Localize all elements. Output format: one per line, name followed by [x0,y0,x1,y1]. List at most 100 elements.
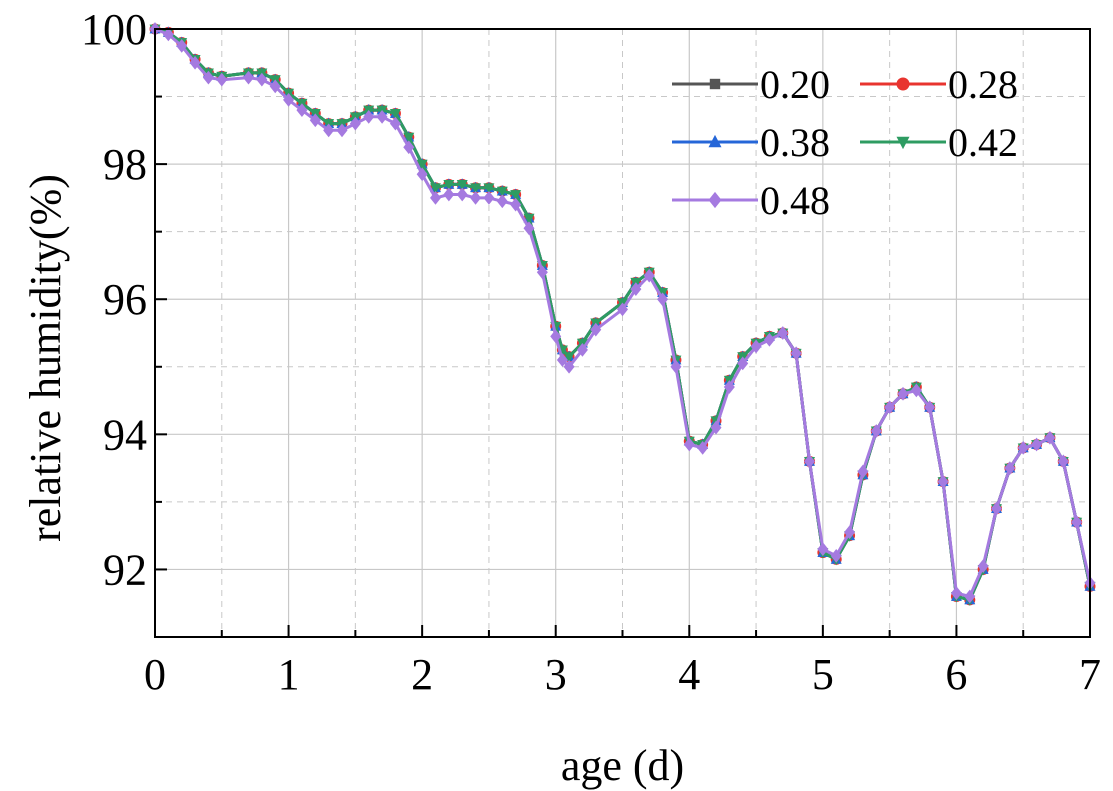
data-point [269,79,281,94]
data-point [710,420,722,435]
data-point [496,186,508,198]
data-point [683,437,695,452]
data-point [884,400,896,415]
tick-labels: 0 1 2 3 4 5 6 7 92 94 96 98 100 [81,5,1101,699]
data-point [708,191,722,209]
data-point [256,72,268,87]
data-point [643,268,655,283]
data-point [844,525,856,540]
data-point [723,380,735,394]
y-tick-label: 96 [103,275,147,324]
data-point [243,70,254,85]
data-point [630,282,642,296]
data-point [162,27,174,42]
data-point [443,187,455,202]
data-point [470,191,482,205]
legend-item: 0.42 [860,120,1018,165]
data-point [430,183,441,194]
data-point [830,549,842,563]
data-point [523,221,535,236]
legend: 0.20 0.28 0.38 0.42 0.48 [672,62,1018,223]
data-point [349,116,361,131]
data-point [563,352,575,363]
data-point [763,332,775,347]
data-point [296,103,308,117]
data-point [283,93,295,107]
legend-label: 0.28 [948,62,1018,107]
legend-label: 0.42 [948,120,1018,165]
x-axis-title: age (d) [561,741,684,790]
y-tick-label: 94 [103,410,147,459]
data-point [708,134,722,148]
data-point [550,329,562,344]
y-tick-label: 92 [103,545,147,594]
data-point [430,191,441,205]
legend-label: 0.48 [760,178,830,223]
data-point [670,359,682,374]
axis-ticks [154,28,1091,638]
data-point [189,55,201,70]
series-line [154,27,1092,598]
data-point [323,123,335,138]
data-point [991,501,1002,516]
legend-item: 0.28 [860,62,1018,107]
data-point [216,72,228,87]
data-point [496,194,508,209]
data-point [416,159,428,171]
data-point [977,559,989,573]
data-point [1071,515,1083,530]
data-point [817,542,829,557]
legend-item: 0.38 [672,120,830,165]
data-point [416,167,428,182]
data-point [750,339,762,354]
legend-label: 0.38 [760,120,830,165]
data-point [483,191,495,205]
data-point [456,187,468,202]
data-point [870,424,882,438]
x-tick-label: 1 [278,650,300,699]
data-point [1017,440,1029,455]
data-point [363,109,375,124]
data-point [1044,430,1056,445]
data-point [403,132,415,144]
data-point [1004,461,1016,475]
legend-label: 0.20 [760,62,830,107]
data-point [790,346,802,361]
data-point [697,440,709,455]
data-point [896,77,910,91]
data-point [536,265,548,280]
series-group [149,22,1096,606]
data-point [563,359,575,374]
data-point [456,179,468,191]
y-tick-label: 98 [103,140,147,189]
data-point [1057,454,1069,469]
data-point [924,400,936,415]
series-0-48 [149,22,1096,604]
data-point [523,213,535,225]
data-point [777,326,789,340]
data-point [376,109,388,124]
x-tick-label: 4 [678,650,700,699]
x-tick-label: 2 [411,650,433,699]
data-point [470,183,482,194]
data-point [483,183,495,194]
data-point [897,386,909,401]
data-point [202,70,214,85]
data-point [617,302,628,317]
legend-item: 0.48 [672,178,830,223]
data-point [910,383,922,398]
data-point [510,190,522,201]
data-point [964,589,976,604]
data-point [709,78,721,90]
y-tick-label: 100 [81,5,147,54]
data-point [896,136,910,150]
data-point [403,140,415,155]
x-tick-label: 3 [545,650,567,699]
data-point [804,454,815,469]
data-point [657,292,669,307]
y-axis-title: relative humidity(%) [21,174,70,542]
data-point [590,322,602,337]
data-point [857,464,869,479]
data-point [389,116,401,131]
